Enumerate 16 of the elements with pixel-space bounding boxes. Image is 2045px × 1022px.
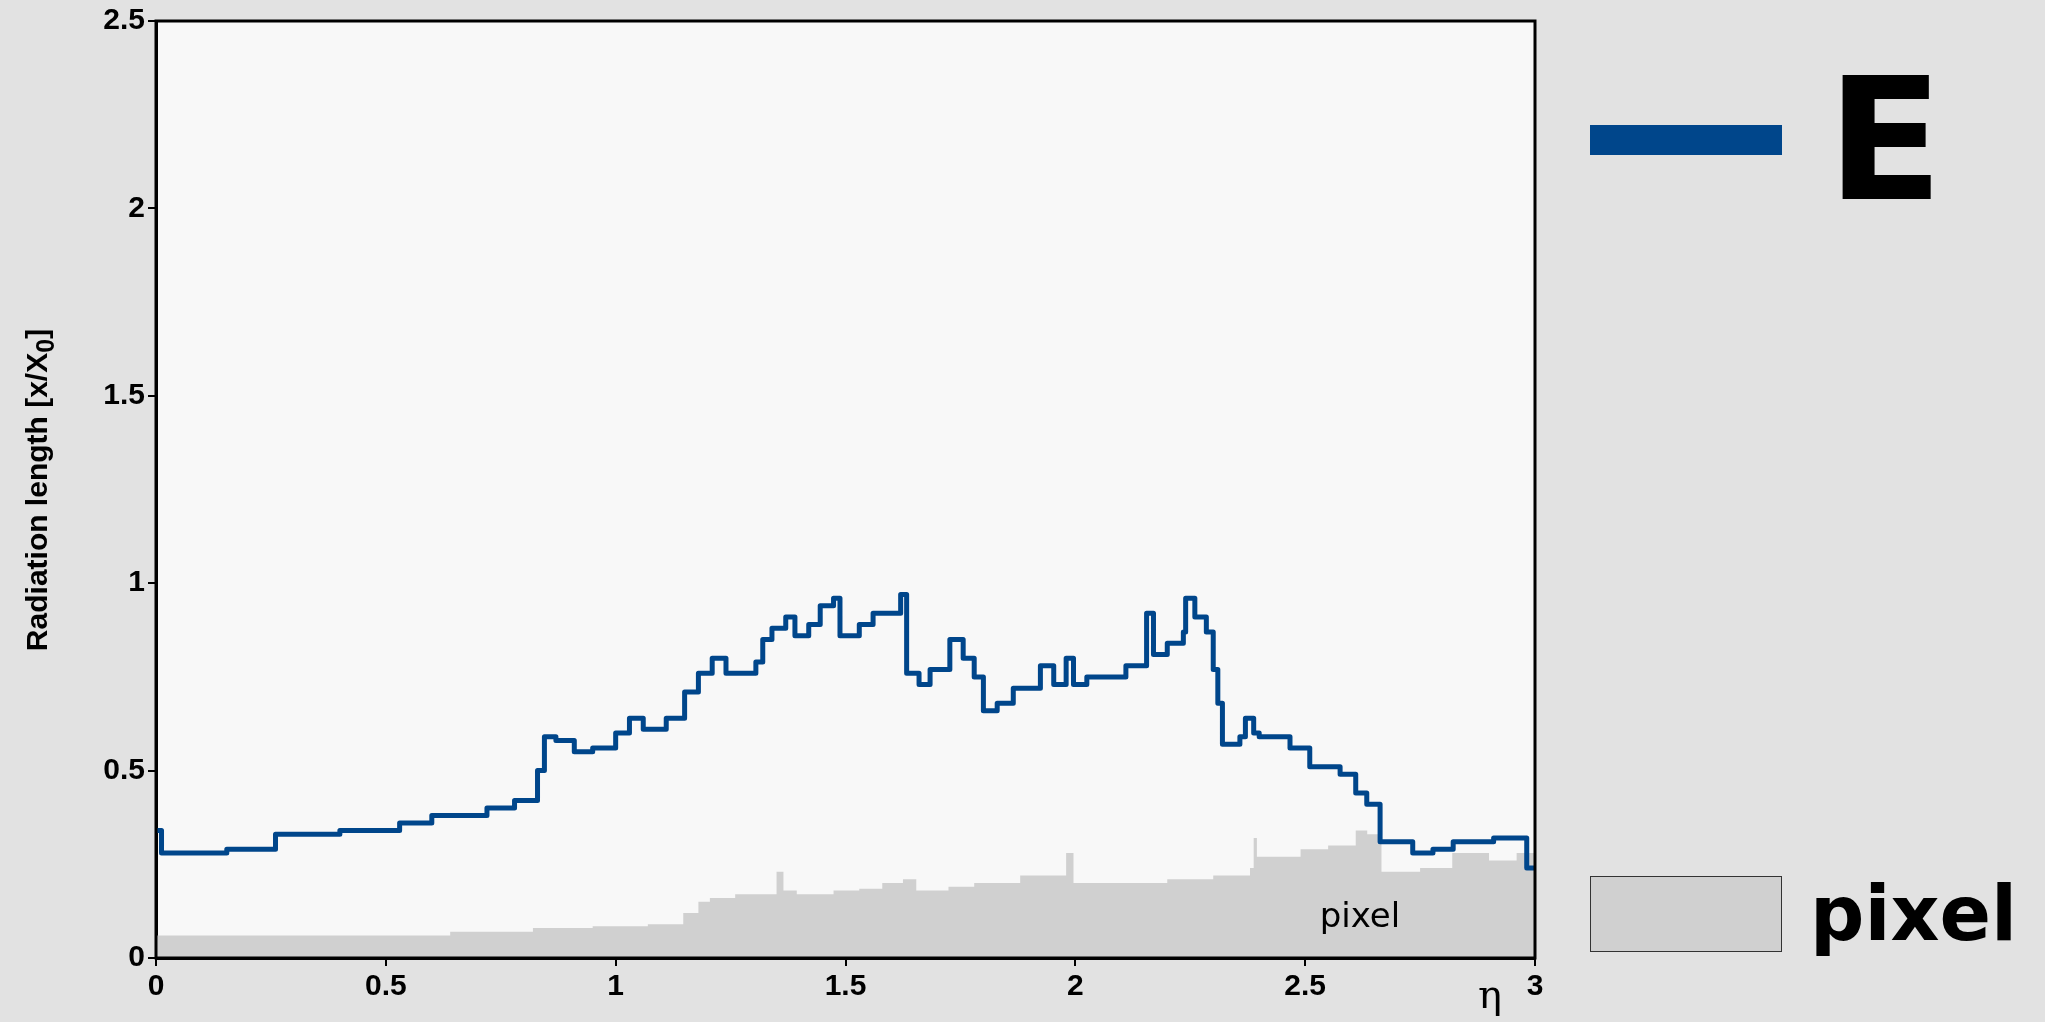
y-tick-label: 2 <box>128 189 145 223</box>
x-axis-title: η <box>1478 971 1502 1018</box>
x-tick-label: 2.5 <box>1284 968 1327 1002</box>
legend-label: pixel <box>1810 869 2018 958</box>
x-tick-label: 0.5 <box>364 968 407 1002</box>
x-tick-label: 3 <box>1526 968 1544 1002</box>
y-tick-label: 1.5 <box>103 377 145 411</box>
y-tick-label: 2.5 <box>103 2 145 36</box>
x-tick-label: 2 <box>1066 968 1084 1002</box>
y-tick-label: 1 <box>128 564 145 598</box>
y-tick-label: 0.5 <box>103 751 145 785</box>
x-tick-label: 1.5 <box>824 968 867 1002</box>
legend-label: E <box>1827 41 1944 239</box>
annotation: pixel <box>1319 894 1401 935</box>
y-tick-label: 0 <box>128 939 145 973</box>
x-tick-label: 1 <box>607 968 625 1002</box>
